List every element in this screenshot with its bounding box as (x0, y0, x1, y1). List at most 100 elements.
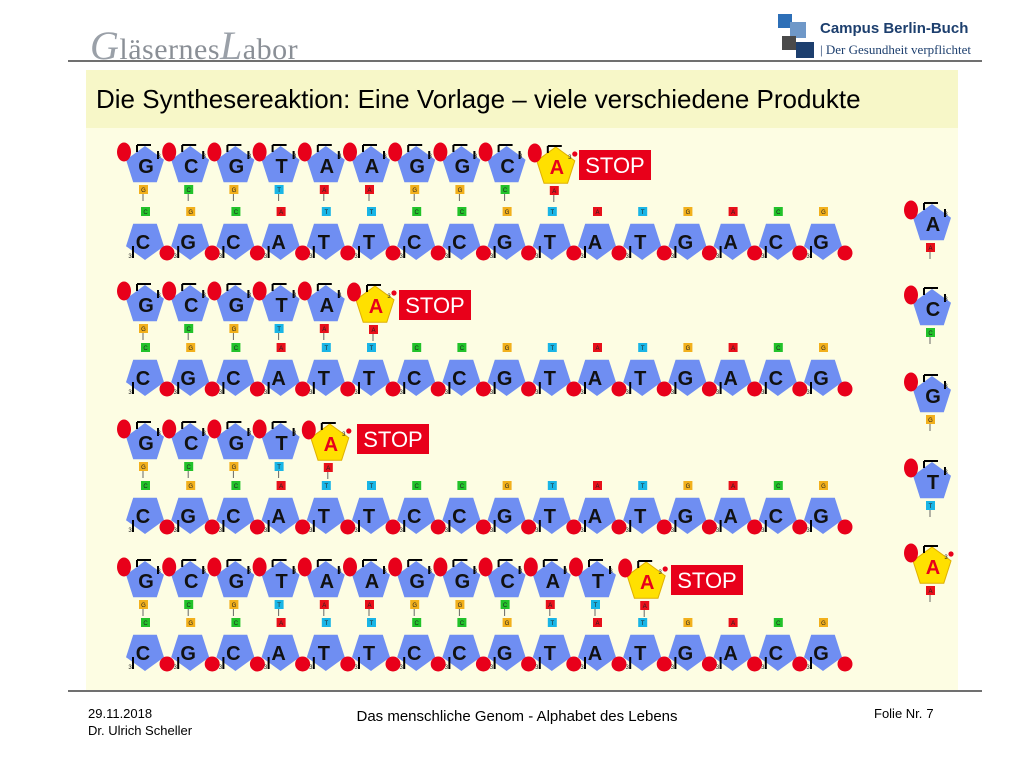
product-base-letter: T (275, 571, 287, 593)
phosphate-circle (385, 519, 401, 535)
product-base-letter: C (184, 295, 198, 317)
template-base-tab (683, 207, 693, 216)
template-base-letter: T (363, 368, 375, 390)
template-base-tab (683, 618, 693, 627)
product-sugar (578, 561, 616, 598)
template-sugar (126, 634, 164, 671)
template-nucleotide-T: T3T (623, 343, 672, 397)
template-base-letter: A (271, 368, 285, 390)
template-base-tab-letter: G (188, 484, 193, 490)
template-sugar (623, 223, 662, 260)
template-base-letter: G (497, 643, 513, 665)
phosphate-circle (837, 381, 853, 397)
product-nucleotide-G: G 3G (207, 419, 255, 478)
phosphate-circle (747, 245, 763, 261)
sugar-carbon-label: 3 (354, 528, 358, 534)
sugar-carbon-label: 3 (293, 154, 297, 160)
product-base-tab-letter: T (594, 603, 598, 609)
product-base-tab (229, 462, 239, 471)
sugar-carbon-label: 3 (806, 528, 810, 534)
template-base-letter: T (318, 368, 330, 390)
sugar-carbon-label: 3 (716, 528, 720, 534)
phosphate-circle (162, 419, 177, 439)
product-nucleotide-G: G 3G (433, 142, 481, 201)
template-sugar (397, 359, 436, 396)
template-base-tab (367, 207, 376, 216)
template-nucleotide-T: T3T (306, 207, 356, 261)
template-base-tab (276, 618, 286, 627)
product-sugar (216, 285, 255, 322)
template-base-tab-letter: C (143, 346, 148, 352)
phosphate-circle (904, 543, 918, 563)
product-base-letter: A (926, 214, 940, 236)
template-base-tab-letter: C (460, 346, 465, 352)
phosphate-circle (252, 281, 267, 301)
template-base-tab-letter: G (188, 210, 193, 216)
title-band (86, 70, 958, 128)
phosphate-circle (792, 381, 808, 397)
template-sugar (713, 359, 752, 396)
phosphate-circle (433, 557, 448, 577)
template-sugar (216, 359, 255, 396)
template-sugar (216, 223, 255, 260)
template-base-tab-letter: T (550, 346, 554, 352)
sugar-carbon-label: 3 (354, 254, 358, 260)
template-nucleotide-C: C3C (758, 618, 808, 672)
phosphate-circle (430, 656, 446, 672)
template-base-tab (547, 481, 557, 490)
sugar-carbon-label: 3 (535, 528, 539, 534)
product-sugar (216, 561, 255, 598)
template-sugar (261, 359, 300, 396)
sugar-carbon-label: 3 (568, 155, 572, 161)
template-base-letter: G (813, 506, 829, 528)
template-base-letter: T (363, 506, 375, 528)
sugar-carbon-label: 3 (761, 254, 765, 260)
product-base-tab-letter: C (187, 465, 192, 471)
template-base-tab-letter: G (686, 484, 691, 490)
sugar-carbon-label: 3 (580, 254, 584, 260)
template-base-letter: A (588, 368, 602, 390)
template-nucleotide-C: C3C (216, 207, 265, 261)
product-base-letter: A (550, 157, 564, 179)
template-base-tab (638, 343, 648, 352)
product-base-letter: T (927, 472, 939, 494)
sugar-carbon-label: 3 (219, 665, 223, 671)
template-base-letter: G (180, 368, 196, 390)
sugar-carbon-label: 3 (716, 665, 720, 671)
phosphate-circle (343, 557, 357, 577)
product-base-tab-letter: G (458, 603, 463, 609)
template-nucleotide-C: C3C (442, 207, 491, 261)
phosphate-circle (618, 558, 633, 578)
product-nucleotide-C: C 3C (904, 285, 951, 344)
sugar-carbon-label: 3 (264, 254, 268, 260)
template-base-tab-letter: T (641, 210, 645, 216)
template-base-letter: T (318, 232, 330, 254)
template-nucleotide-A: A3A (261, 207, 311, 261)
logo-square-icon (782, 36, 796, 50)
product-nucleotide-G: G 3G (117, 419, 164, 478)
product-base-tab-letter: T (277, 327, 281, 333)
product-base-letter: T (275, 433, 287, 455)
template-base-tab (819, 481, 828, 490)
terminator-marker-dot (572, 151, 578, 157)
product-sugar (397, 146, 436, 183)
template-sugar (352, 497, 390, 534)
template-sugar (126, 497, 164, 534)
template-sugar (352, 634, 390, 671)
template-base-tab-letter: C (776, 484, 781, 490)
template-base-tab (683, 481, 693, 490)
product-base-tab-letter: A (367, 603, 371, 609)
sugar-carbon-label: 3 (174, 528, 178, 534)
template-nucleotide-T: T3T (623, 481, 672, 535)
sugar-carbon-label: 3 (580, 528, 584, 534)
product-base-tab-letter: A (367, 188, 371, 194)
product-sugar (261, 561, 300, 598)
template-base-letter: G (813, 643, 829, 665)
sugar-carbon-label: 3 (445, 254, 449, 260)
template-nucleotide-G: G3G (668, 481, 717, 535)
template-nucleotide-C: C3C (216, 481, 265, 535)
product-nucleotide-A: A 3A (297, 142, 345, 201)
sugar-carbon-label: 3 (338, 154, 342, 160)
phosphate-circle (521, 519, 537, 535)
sugar-carbon-label: 3 (309, 528, 313, 534)
